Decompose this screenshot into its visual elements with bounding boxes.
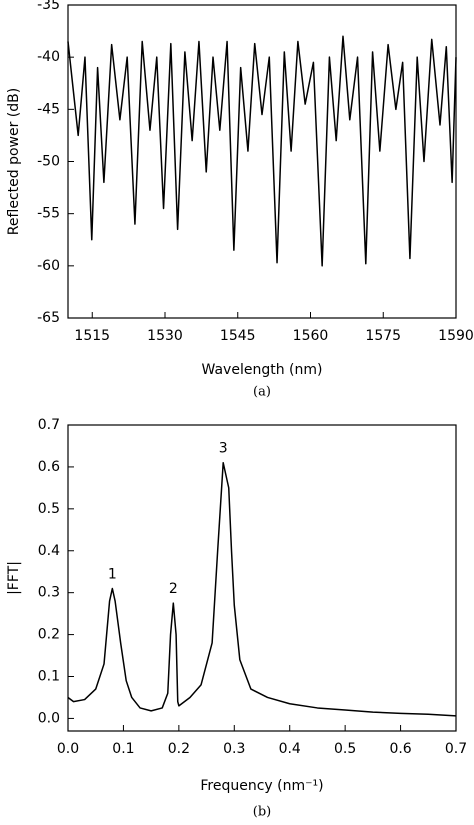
- y-tick-label: -35: [37, 0, 60, 13]
- plot-frame: [67, 4, 457, 319]
- x-tick-label: 0.7: [445, 741, 467, 757]
- x-tick-label: 1575: [365, 328, 401, 344]
- x-tick-label: 1590: [438, 328, 474, 344]
- y-tick-label: -40: [37, 49, 60, 65]
- x-tick-label: 0.6: [389, 741, 411, 757]
- y-tick-label: 0.3: [38, 585, 60, 601]
- x-tick-label: 0.5: [334, 741, 356, 757]
- peak-annotation: 1: [108, 566, 117, 582]
- data-line: [67, 35, 457, 267]
- y-tick-label: 0.4: [38, 543, 60, 559]
- y-tick-label: -45: [37, 101, 60, 117]
- y-tick-label: 0.5: [38, 501, 60, 517]
- plot-frame: [67, 424, 457, 732]
- x-tick-label: 0.4: [279, 741, 301, 757]
- x-tick-label: 0.2: [168, 741, 190, 757]
- x-tick-label: 1560: [293, 328, 329, 344]
- caption: (b): [253, 805, 271, 820]
- y-tick-label: -65: [37, 310, 60, 326]
- x-tick-label: 0.1: [112, 741, 134, 757]
- x-tick-label: 1545: [220, 328, 256, 344]
- x-tick-label: 1530: [147, 328, 183, 344]
- x-tick-label: 0.3: [223, 741, 245, 757]
- y-tick-label: -60: [37, 258, 60, 274]
- peak-annotation: 2: [169, 581, 178, 597]
- y-tick-label: 0.6: [38, 459, 60, 475]
- x-axis-label: Wavelength (nm): [202, 362, 323, 378]
- x-tick-label: 0.0: [57, 741, 79, 757]
- x-axis-label: Frequency (nm⁻¹): [200, 778, 323, 794]
- y-tick-label: -50: [37, 154, 60, 170]
- y-tick-label: 0.0: [38, 710, 60, 726]
- peak-annotation: 3: [219, 441, 228, 457]
- y-axis-label: |FFT|: [6, 561, 22, 595]
- y-tick-label: 0.1: [38, 669, 60, 685]
- y-tick-label: 0.2: [38, 627, 60, 643]
- caption: (a): [253, 385, 271, 400]
- x-tick-label: 1515: [74, 328, 110, 344]
- y-axis-label: Reflected power (dB): [6, 88, 22, 235]
- y-tick-label: 0.7: [38, 417, 60, 433]
- y-tick-label: -55: [37, 206, 60, 222]
- data-line: [67, 461, 457, 717]
